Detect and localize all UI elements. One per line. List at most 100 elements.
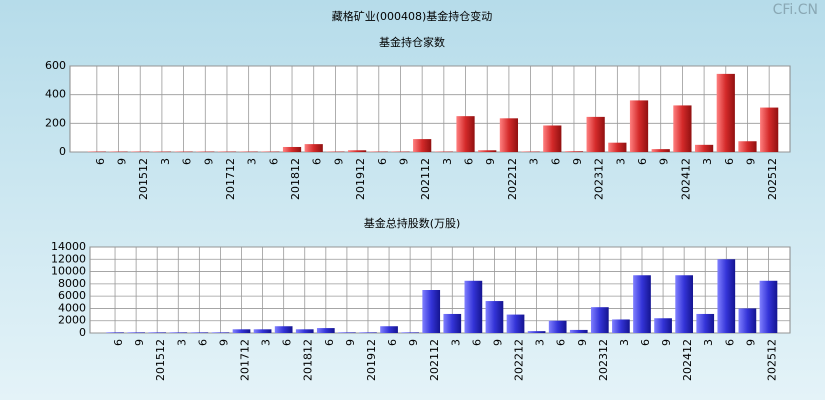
x-tick-label: 6 <box>281 339 294 346</box>
y-tick-label: 6000 <box>58 289 86 302</box>
x-tick-label: 6 <box>376 158 389 165</box>
x-tick-label: 3 <box>528 158 541 165</box>
bar <box>253 329 272 333</box>
x-tick-label: 6 <box>555 339 568 346</box>
bar <box>633 275 651 333</box>
x-tick-label: 201912 <box>365 339 378 381</box>
bar <box>485 301 504 333</box>
x-tick-label: 6 <box>470 339 483 346</box>
x-tick-label: 3 <box>702 339 715 346</box>
bar <box>499 118 519 152</box>
main-title: 藏格矿业(000408)基金持仓变动 <box>332 9 493 23</box>
bar <box>696 313 715 333</box>
x-tick-label: 201912 <box>354 158 367 200</box>
x-tick-label: 6 <box>311 158 324 165</box>
bar <box>760 107 779 152</box>
x-tick-label: 202412 <box>679 158 692 200</box>
x-tick-label: 9 <box>660 339 673 346</box>
bar <box>148 332 167 333</box>
chart-title: 基金总持股数(万股) <box>364 216 461 230</box>
x-tick-label: 6 <box>636 158 649 165</box>
bar <box>717 259 736 333</box>
x-tick-label: 9 <box>744 158 757 165</box>
x-tick-label: 202112 <box>419 158 432 200</box>
x-tick-label: 6 <box>386 339 399 346</box>
x-tick-label: 6 <box>723 158 736 165</box>
chart-title: 基金持仓家数 <box>379 35 445 49</box>
x-tick-label: 202412 <box>681 339 694 381</box>
y-tick-label: 10000 <box>51 265 86 278</box>
bar <box>564 151 584 152</box>
x-tick-label: 202512 <box>765 339 778 381</box>
x-tick-label: 6 <box>723 339 736 346</box>
x-tick-label: 9 <box>484 158 497 165</box>
bar <box>347 150 367 152</box>
y-tick-label: 4000 <box>58 301 86 314</box>
x-tick-label: 9 <box>658 158 671 165</box>
bar <box>651 149 670 152</box>
bar <box>211 332 230 333</box>
bar <box>295 329 314 333</box>
x-tick-label: 201812 <box>302 339 315 381</box>
x-tick-label: 6 <box>267 158 280 165</box>
bar <box>380 326 398 333</box>
x-tick-label: 201712 <box>239 339 252 381</box>
y-tick-label: 12000 <box>51 252 86 265</box>
watermark: CFi.CN <box>773 2 818 18</box>
bar <box>282 146 302 152</box>
x-tick-label: 202512 <box>766 158 779 200</box>
y-tick-label: 0 <box>59 145 66 158</box>
bar <box>716 73 735 152</box>
y-tick-label: 600 <box>45 59 66 72</box>
bar <box>548 320 567 333</box>
x-tick-label: 6 <box>323 339 336 346</box>
bar <box>527 331 546 333</box>
x-tick-label: 3 <box>534 339 547 346</box>
bar <box>506 314 525 333</box>
x-tick-label: 202112 <box>428 339 441 381</box>
bar <box>338 332 356 333</box>
bar <box>608 142 627 152</box>
x-tick-label: 9 <box>133 339 146 346</box>
bar <box>478 150 497 152</box>
x-tick-label: 3 <box>449 339 462 346</box>
x-tick-label: 201512 <box>154 339 167 381</box>
bar <box>654 318 672 333</box>
x-tick-label: 202212 <box>513 339 526 381</box>
x-tick-label: 9 <box>571 158 584 165</box>
x-tick-label: 9 <box>332 158 345 165</box>
x-tick-label: 6 <box>549 158 562 165</box>
y-tick-label: 2000 <box>58 314 86 327</box>
x-tick-label: 6 <box>94 158 107 165</box>
x-tick-label: 3 <box>618 339 631 346</box>
x-tick-label: 3 <box>159 158 172 165</box>
x-tick-label: 202212 <box>506 158 519 200</box>
y-tick-label: 14000 <box>51 240 86 253</box>
bar <box>274 326 293 333</box>
bar <box>590 307 609 333</box>
bar <box>443 313 462 333</box>
x-tick-label: 9 <box>344 339 357 346</box>
bar <box>612 319 630 333</box>
x-tick-label: 9 <box>576 339 589 346</box>
bar <box>629 100 649 152</box>
bar <box>586 116 605 152</box>
bar <box>673 105 692 152</box>
y-tick-label: 400 <box>45 88 66 101</box>
bar <box>464 280 483 333</box>
bar <box>738 308 757 333</box>
x-tick-label: 202312 <box>593 158 606 200</box>
bar <box>106 332 124 333</box>
y-tick-label: 200 <box>45 116 66 129</box>
x-tick-label: 6 <box>463 158 476 165</box>
plot-area <box>69 65 791 153</box>
x-tick-label: 9 <box>397 158 410 165</box>
bar <box>694 144 714 152</box>
y-tick-label: 0 <box>79 326 86 339</box>
bar <box>359 332 377 333</box>
x-tick-label: 9 <box>744 339 757 346</box>
bar <box>675 275 694 333</box>
x-tick-label: 9 <box>217 339 230 346</box>
bar <box>232 329 251 333</box>
bar <box>127 332 145 333</box>
